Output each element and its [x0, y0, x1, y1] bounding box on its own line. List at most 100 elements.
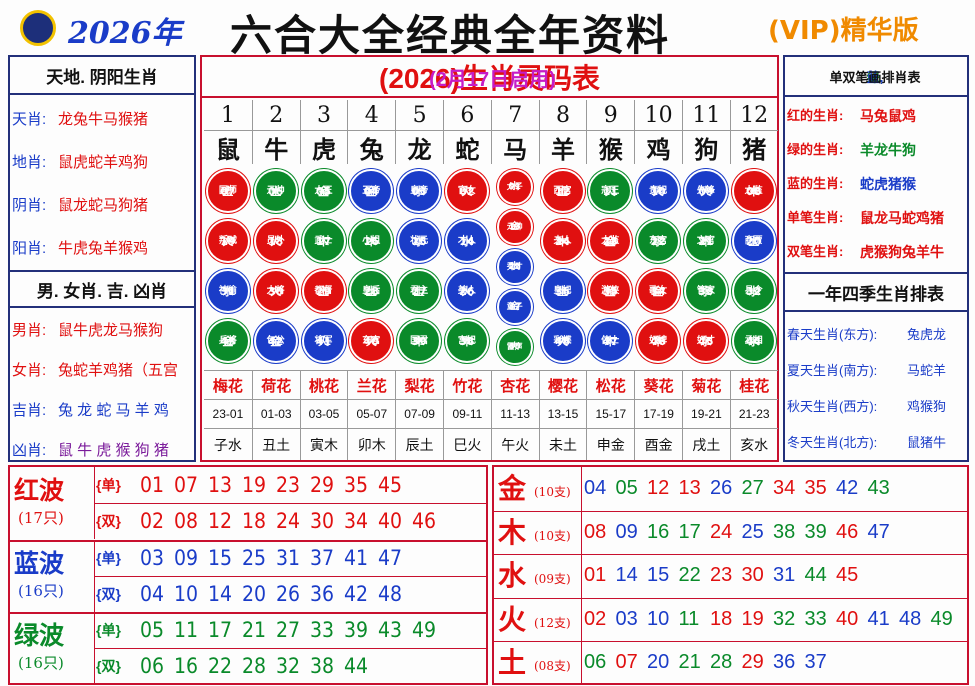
ball: 38 宫妃木 — [444, 319, 489, 363]
ball-name: 丞相 — [744, 335, 763, 346]
ball-element: 水 — [748, 334, 760, 348]
ball-number: 06 — [268, 184, 284, 198]
ball-element: 土 — [318, 284, 329, 298]
element-count: (08支) — [534, 659, 571, 673]
ball-name: 贵妃 — [649, 185, 668, 196]
ball: 31 神偷水 — [205, 269, 250, 313]
ball: 07 国师土 — [205, 169, 250, 213]
ball-element: 金 — [604, 284, 616, 298]
ball: 41 将军火 — [301, 319, 346, 363]
ball: 13 元帅金 — [496, 209, 533, 245]
wave-number: 03 — [140, 545, 165, 570]
column-index: 5 — [395, 100, 443, 130]
ball-number: 38 — [459, 334, 475, 348]
ball: 43 兵将金 — [205, 319, 250, 363]
row-label: 男肖: — [12, 322, 47, 339]
zodiac: 蛇 — [443, 130, 491, 164]
wave-number: 10 — [174, 581, 199, 606]
ball-element: 土 — [557, 184, 568, 198]
row-value: 马兔鼠鸡 — [860, 108, 916, 124]
ball-number: 35 — [602, 284, 618, 298]
ball-name: 侠士 — [601, 335, 620, 346]
wave-number: 42 — [344, 581, 369, 606]
wave-number: 20 — [242, 581, 267, 606]
title-part: 单双笔画排肖表 — [829, 69, 921, 85]
ball-name: 美人 — [457, 285, 476, 296]
wave-number: 02 — [140, 509, 165, 533]
ball-number: 11 — [602, 184, 618, 198]
ball: 39 国君木 — [397, 319, 442, 363]
ball-element: 木 — [413, 334, 425, 348]
column-index: 3 — [299, 100, 348, 130]
ball-name: 宫妃 — [457, 335, 476, 346]
ball-element: 火 — [222, 234, 234, 248]
wave-number: 31 — [276, 545, 301, 570]
element-number: 30 — [741, 564, 764, 586]
wave-number: 44 — [344, 654, 369, 678]
ball: 46 奴婢木 — [636, 319, 681, 363]
zodiac: 鸡 — [634, 130, 682, 164]
wave-count: (16只) — [18, 654, 64, 672]
ball: 40 东宫火 — [349, 319, 394, 363]
element-count: (12支) — [534, 615, 571, 630]
ball-name: 小姐 — [362, 235, 381, 246]
ball-name: 状元 — [410, 235, 429, 246]
element-number: 18 — [710, 607, 733, 630]
ball-name: 官女 — [457, 185, 476, 196]
ball-name: 皇妃 — [553, 285, 572, 296]
ball-element: 火 — [652, 184, 664, 198]
hours: 23-01 — [204, 399, 252, 428]
ball: 18 员外火 — [253, 219, 298, 263]
wave-number: 36 — [310, 581, 335, 606]
ball-element: 木 — [652, 334, 664, 348]
element-number: 49 — [930, 607, 953, 630]
row-label: 天肖: — [12, 111, 47, 128]
ball-number: 28 — [363, 284, 379, 298]
ball-name: 武士 — [314, 235, 333, 246]
wave-number: 22 — [208, 654, 233, 678]
ball-number: 47 — [602, 334, 618, 348]
zodiac: 猪 — [729, 130, 778, 164]
title-part: 绿, — [866, 69, 884, 85]
ball-element: 水 — [652, 234, 664, 248]
element-number: 09 — [615, 520, 638, 543]
element-number: 29 — [741, 651, 764, 673]
element-number: 40 — [836, 607, 859, 630]
ball: 20 商贾土 — [731, 219, 776, 263]
ball-element: 水 — [700, 284, 712, 298]
ball-name: 包公 — [266, 335, 285, 346]
row-label: 夏天生肖(南方): — [787, 363, 878, 378]
element-number: 39 — [804, 520, 827, 543]
ball-number: 01 — [508, 181, 521, 192]
ball-name: 大王 — [314, 185, 333, 196]
ball-name: 彩蝶 — [553, 335, 572, 346]
wave-number: 01 — [140, 473, 165, 497]
hours: 01-03 — [251, 399, 300, 428]
hours: 07-09 — [395, 399, 443, 428]
row-label: 阳肖: — [12, 240, 47, 257]
ball-element: 水 — [222, 284, 234, 298]
divider — [94, 648, 486, 649]
ball-name: 将军 — [314, 335, 333, 346]
wave-number: 28 — [242, 654, 267, 678]
year: 2026年 — [68, 16, 182, 51]
ball-element: 金 — [222, 334, 234, 348]
column-index: 7 — [490, 100, 539, 130]
parity-label: {双} — [96, 658, 121, 674]
parity-label: {单} — [96, 477, 121, 493]
vline — [581, 467, 582, 683]
column-index: 10 — [634, 100, 682, 130]
ball-name: 国师 — [218, 185, 237, 196]
left-frame — [8, 55, 196, 462]
ball: 03 皇帝水 — [397, 169, 442, 213]
branch: 辰土 — [395, 428, 443, 460]
element-number: 37 — [804, 651, 827, 673]
ball: 05 大王金 — [301, 169, 346, 213]
ball: 35 游侠金 — [588, 269, 633, 313]
row-value: 鼠虎蛇羊鸡狗 — [58, 154, 149, 171]
ball-name: 元帅 — [266, 185, 285, 196]
element-number: 34 — [773, 477, 796, 499]
row-value: 兔蛇羊鸡猪（五宫 — [58, 362, 179, 379]
wave-number: 33 — [310, 618, 335, 642]
